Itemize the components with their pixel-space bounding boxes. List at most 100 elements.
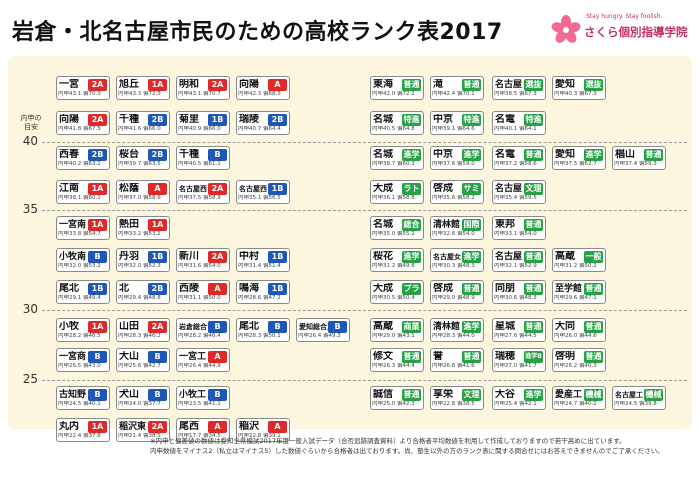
school-name: 名古屋西 bbox=[179, 185, 207, 193]
school-name: 享栄 bbox=[433, 389, 453, 400]
school-card: 丹羽 1B 内申32.0 偏52.3 bbox=[116, 248, 170, 272]
school-name: 名古屋西 bbox=[239, 185, 267, 193]
school-card: 千種 2B 内申41.6 偏66.0 bbox=[116, 111, 170, 135]
group-badge: 2B bbox=[88, 149, 107, 161]
group-badge: B bbox=[88, 389, 107, 401]
score-line: 内申29.0 偏43.1 bbox=[372, 333, 415, 339]
group-badge: 2B bbox=[148, 114, 167, 126]
school-name: 誠信 bbox=[373, 389, 393, 400]
group-badge: 普通 bbox=[584, 321, 603, 333]
group-badge: 普通 bbox=[584, 351, 603, 363]
group-badge: 総合 bbox=[402, 219, 421, 231]
score-line: 内申37.5 偏62.7 bbox=[554, 161, 597, 167]
school-card: 古知野 B 内申24.5 偏40.1 bbox=[56, 386, 110, 410]
school-name: 鳴海 bbox=[239, 283, 259, 294]
group-badge: 普通 bbox=[402, 351, 421, 363]
school-name: 西陵 bbox=[179, 283, 199, 294]
school-name: 至学館 bbox=[555, 284, 583, 294]
school-name: 向陽 bbox=[59, 114, 79, 125]
school-card: 大同 普通 内申26.0 偏44.6 bbox=[552, 318, 606, 342]
school-card: 至学館 普通 内申29.6 偏47.1 bbox=[552, 280, 606, 304]
school-card: 中京 特進 内申39.1 偏64.6 bbox=[430, 111, 484, 135]
score-line: 内申26.4 偏49.3 bbox=[298, 333, 341, 339]
school-name: 名古屋 bbox=[495, 80, 523, 90]
score-line: 内申40.5 偏61.1 bbox=[178, 161, 221, 167]
school-name: 古知野 bbox=[59, 390, 87, 400]
school-card: 愛産工 機械 内申24.7 偏40.2 bbox=[552, 386, 606, 410]
group-badge: 進学 bbox=[402, 149, 421, 161]
school-card: 啓成 サミ 内申35.6 偏58.2 bbox=[430, 180, 484, 204]
school-card: 大山 B 内申25.6 偏42.7 bbox=[116, 348, 170, 372]
school-name: 小牧工 bbox=[179, 390, 207, 400]
score-line: 内申28.3 偏46.2 bbox=[118, 333, 161, 339]
group-badge: A bbox=[268, 79, 287, 91]
score-line: 内申35.0 偏55.2 bbox=[372, 231, 415, 237]
school-name: 山田 bbox=[119, 321, 139, 332]
school-name: 千種 bbox=[179, 149, 199, 160]
group-badge: B bbox=[88, 351, 107, 363]
school-card: 鳴海 1B 内申28.6 偏47.2 bbox=[236, 280, 290, 304]
school-name: 名城 bbox=[373, 149, 393, 160]
group-badge: 普通 bbox=[402, 79, 421, 91]
school-card: 名古屋女 進学 内申30.3 偏48.3 bbox=[430, 248, 484, 272]
school-name: 中京 bbox=[433, 114, 453, 125]
school-card: 高蔵 商業 内申29.0 偏43.1 bbox=[370, 318, 424, 342]
group-badge: 普通 bbox=[402, 389, 421, 401]
school-name: 桜花 bbox=[373, 251, 393, 262]
group-badge: 普通 bbox=[524, 219, 543, 231]
school-card: 清林館 国際 内申32.6 偏54.0 bbox=[430, 216, 484, 240]
group-badge: 普通 bbox=[584, 283, 603, 295]
score-line: 内申26.2 偏40.3 bbox=[554, 363, 597, 369]
school-name: 大同 bbox=[555, 321, 575, 332]
group-badge: 特進 bbox=[462, 114, 481, 126]
score-line: 内申37.2 偏58.6 bbox=[494, 161, 537, 167]
score-line: 内申35.4 偏59.5 bbox=[494, 195, 537, 201]
group-badge: B bbox=[208, 321, 227, 333]
school-name: 名城 bbox=[373, 114, 393, 125]
school-name: 星城 bbox=[495, 321, 515, 332]
school-card: 小牧南 B 内申32.0 偏53.2 bbox=[56, 248, 110, 272]
school-name: 中京 bbox=[433, 149, 453, 160]
school-card: 岩倉総合 B 内申28.2 偏46.4 bbox=[176, 318, 230, 342]
school-card: 向陽 2A 内申41.8 偏67.5 bbox=[56, 111, 110, 135]
score-line: 内申22.8 偏38.5 bbox=[432, 401, 475, 407]
school-name: 名古屋女 bbox=[433, 253, 461, 261]
group-badge: 選抜 bbox=[584, 79, 603, 91]
score-line: 内申24.5 偏40.1 bbox=[58, 401, 101, 407]
score-line: 内申37.0 偏58.6 bbox=[118, 195, 161, 201]
school-name: 稲沢 bbox=[239, 421, 259, 432]
school-name: 小牧 bbox=[59, 321, 79, 332]
school-card: 誠信 普通 内申25.0 偏42.3 bbox=[370, 386, 424, 410]
score-line: 内申33.8 偏54.7 bbox=[58, 231, 101, 237]
school-card: 稲沢 A 内申22.8 偏39.1 bbox=[236, 418, 290, 442]
school-name: 一宮 bbox=[59, 79, 79, 90]
score-line: 内申27.6 偏44.5 bbox=[494, 333, 537, 339]
group-badge: A bbox=[208, 283, 227, 295]
school-name: 啓成 bbox=[433, 183, 453, 194]
school-card: 名城 総合 内申35.0 偏55.2 bbox=[370, 216, 424, 240]
school-card: 菊里 1B 内申40.9 偏66.0 bbox=[176, 111, 230, 135]
group-badge: 1B bbox=[268, 283, 287, 295]
score-line: 内申26.6 偏41.6 bbox=[432, 363, 475, 369]
school-card: 愛知総合工科B内申26.4 偏49.3 bbox=[296, 318, 350, 342]
school-card: 名古屋 選抜 内申38.5 偏67.3 bbox=[492, 76, 546, 100]
score-line: 内申35.1 偏56.5 bbox=[238, 195, 281, 201]
school-name: 名電 bbox=[495, 149, 515, 160]
score-line: 内申42.4 偏70.1 bbox=[432, 91, 475, 97]
score-line: 内申32.6 偏54.0 bbox=[432, 231, 475, 237]
school-card: 東海 普通 内申42.0 偏72.2 bbox=[370, 76, 424, 100]
group-badge: サミ bbox=[462, 183, 481, 195]
score-line: 内申40.9 偏66.0 bbox=[178, 126, 221, 132]
school-card: 誉 普通 内申26.6 偏41.6 bbox=[430, 348, 484, 372]
school-name: 滝 bbox=[433, 79, 443, 90]
score-line: 内申40.1 偏64.1 bbox=[494, 126, 537, 132]
school-card: 一宮工 A 内申26.4 偏44.9 bbox=[176, 348, 230, 372]
score-line: 内申38.5 偏67.3 bbox=[494, 91, 537, 97]
group-badge: A bbox=[208, 351, 227, 363]
school-card: 名古屋西 1B 内申35.1 偏56.5 bbox=[236, 180, 290, 204]
school-card: 名古屋西 2A 内申37.5 偏58.9 bbox=[176, 180, 230, 204]
brand-slogan: Stay hungry. Stay foolish. bbox=[586, 13, 663, 20]
group-badge: 普通 bbox=[644, 149, 663, 161]
group-badge: 普通 bbox=[524, 149, 543, 161]
school-name: 丸内 bbox=[59, 421, 79, 432]
